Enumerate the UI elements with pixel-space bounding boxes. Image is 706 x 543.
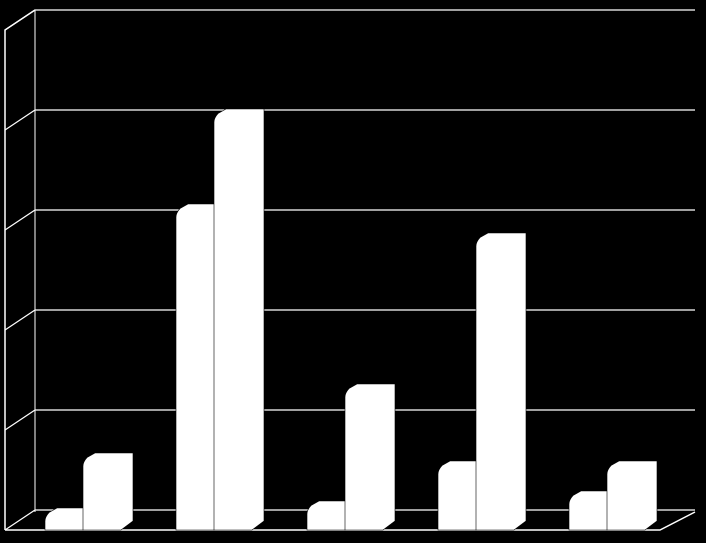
bar (213, 108, 265, 531)
bar (475, 232, 527, 531)
grid-line (4, 309, 695, 331)
grid-line (4, 109, 695, 131)
bar (82, 452, 134, 531)
grid-line (4, 409, 695, 431)
grid-line (4, 209, 695, 231)
bar (344, 383, 396, 531)
bar (606, 460, 658, 531)
grid-line (4, 9, 695, 31)
